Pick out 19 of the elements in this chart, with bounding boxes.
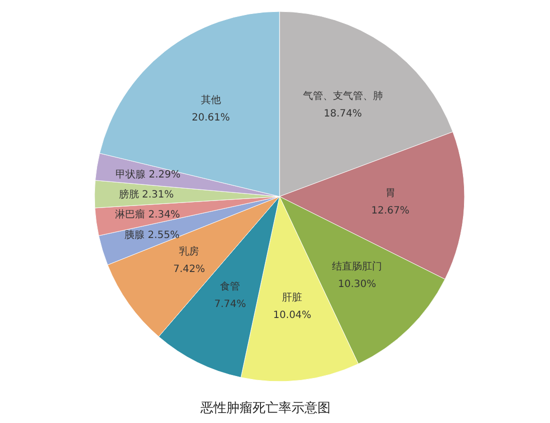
data-label: 12.67% — [371, 206, 410, 217]
slice-label: 食管 — [220, 280, 240, 293]
slice-label: 淋巴瘤 2.34% — [115, 208, 180, 220]
text: 恶性肿瘤死亡率示意图 — [200, 400, 330, 416]
data-label: 10.30% — [338, 279, 376, 290]
slice-label: 乳房 — [179, 246, 200, 258]
data-label: 7.42% — [173, 264, 205, 276]
slice-label: 其他 — [200, 94, 221, 106]
data-label: 20.61% — [192, 112, 230, 124]
slice-label: 胰腺 2.55% — [124, 228, 180, 241]
slice-label: 胃 — [385, 188, 396, 200]
slice-label: 气管、支气管、肺 — [302, 90, 383, 102]
slice-label: 肝脏 — [282, 291, 302, 304]
data-label: 18.74% — [324, 108, 362, 120]
slice-label: 膀胱 2.31% — [118, 188, 174, 200]
data-label: 10.04% — [273, 310, 312, 322]
slice-label: 结直肠肛门 — [332, 260, 382, 273]
data-label: 7.74% — [214, 299, 246, 310]
slice-label: 甲状腺 2.29% — [116, 168, 181, 181]
